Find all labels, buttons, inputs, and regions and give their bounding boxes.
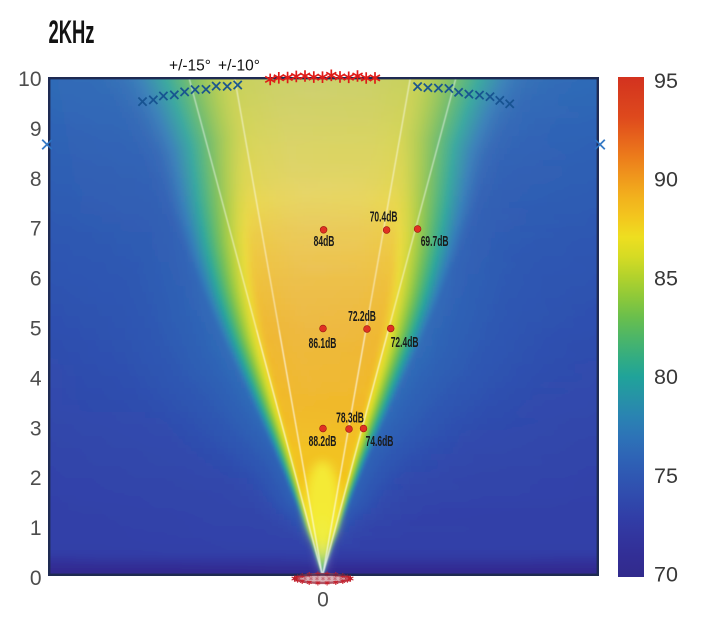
svg-text:72.2dB: 72.2dB bbox=[348, 308, 376, 325]
svg-text:85: 85 bbox=[654, 266, 678, 290]
svg-text:70: 70 bbox=[654, 563, 678, 587]
svg-text:84dB: 84dB bbox=[314, 233, 335, 250]
svg-text:72.4dB: 72.4dB bbox=[391, 334, 419, 351]
svg-text:6: 6 bbox=[30, 268, 42, 291]
svg-text:5: 5 bbox=[30, 318, 42, 341]
svg-text:75: 75 bbox=[654, 464, 678, 488]
svg-text:8: 8 bbox=[30, 168, 42, 191]
svg-text:88.2dB: 88.2dB bbox=[309, 433, 337, 450]
svg-text:80: 80 bbox=[654, 365, 678, 389]
svg-text:10: 10 bbox=[18, 68, 41, 91]
svg-text:2: 2 bbox=[30, 467, 42, 490]
svg-text:95: 95 bbox=[654, 69, 678, 93]
svg-text:9: 9 bbox=[30, 118, 42, 141]
svg-text:+/-10°: +/-10° bbox=[218, 58, 260, 75]
svg-text:69.7dB: 69.7dB bbox=[421, 233, 449, 250]
svg-text:0: 0 bbox=[317, 589, 329, 612]
svg-text:2KHz: 2KHz bbox=[49, 14, 95, 51]
svg-text:86.1dB: 86.1dB bbox=[309, 335, 337, 352]
svg-text:70.4dB: 70.4dB bbox=[370, 208, 398, 225]
svg-text:0: 0 bbox=[30, 567, 42, 590]
svg-text:+/-15°: +/-15° bbox=[169, 58, 211, 75]
svg-text:3: 3 bbox=[30, 417, 42, 440]
svg-text:78.3dB: 78.3dB bbox=[336, 409, 364, 426]
svg-text:4: 4 bbox=[30, 367, 42, 390]
svg-text:1: 1 bbox=[30, 517, 42, 540]
svg-text:7: 7 bbox=[30, 218, 42, 241]
svg-text:90: 90 bbox=[654, 168, 678, 192]
svg-text:74.6dB: 74.6dB bbox=[366, 433, 394, 450]
